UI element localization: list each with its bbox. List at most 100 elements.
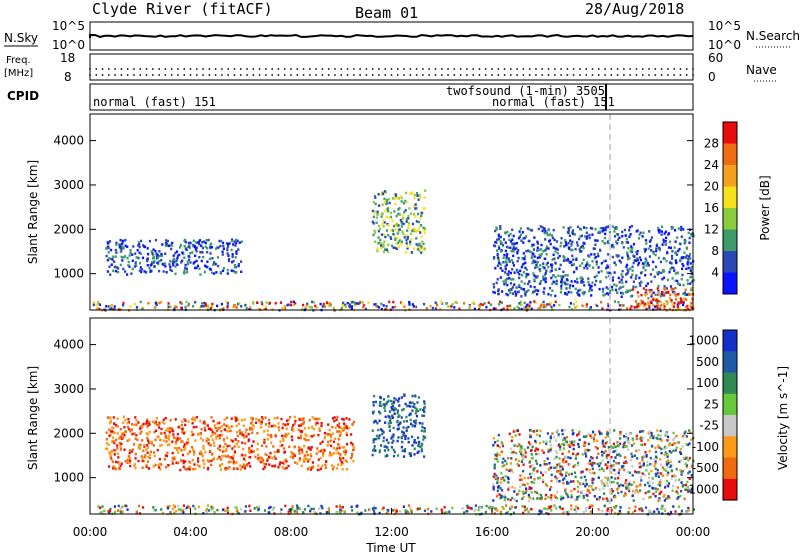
range-cell xyxy=(597,498,600,501)
range-cell xyxy=(203,270,206,274)
nave-dot xyxy=(183,74,186,76)
range-cell xyxy=(382,250,385,254)
range-cell xyxy=(393,412,396,415)
range-cell xyxy=(198,239,202,242)
range-cell xyxy=(263,441,266,444)
range-cell xyxy=(387,395,390,398)
range-cell xyxy=(333,419,336,423)
range-cell xyxy=(241,433,244,437)
ytick-label: 3000 xyxy=(53,178,84,192)
range-cell xyxy=(128,438,131,441)
range-cell xyxy=(134,260,137,264)
colorbar-band xyxy=(723,208,737,230)
range-cell xyxy=(571,429,574,432)
range-cell xyxy=(261,444,264,447)
range-cell xyxy=(674,475,677,478)
range-cell xyxy=(121,247,124,250)
range-cell xyxy=(582,280,585,284)
range-cell xyxy=(285,433,289,437)
range-cell xyxy=(199,433,202,436)
range-cell xyxy=(406,245,409,248)
range-cell xyxy=(583,450,586,453)
range-cell xyxy=(156,435,159,439)
range-cell xyxy=(640,465,643,468)
range-cell xyxy=(512,242,515,246)
range-cell xyxy=(609,289,612,293)
range-cell xyxy=(227,243,230,246)
range-cell xyxy=(116,425,119,428)
range-cell xyxy=(304,457,307,460)
range-cell xyxy=(572,447,575,451)
range-cell xyxy=(607,446,610,449)
range-cell xyxy=(210,508,213,511)
range-cell xyxy=(654,450,658,454)
range-cell xyxy=(445,302,448,305)
range-cell xyxy=(182,445,186,448)
nave-dot xyxy=(528,74,531,76)
range-cell xyxy=(547,265,550,269)
range-cell xyxy=(119,238,122,242)
range-cell xyxy=(397,230,400,233)
range-cell xyxy=(649,238,652,242)
range-cell xyxy=(508,276,511,280)
range-cell xyxy=(171,427,174,430)
range-cell xyxy=(150,440,154,444)
range-cell xyxy=(420,214,423,218)
range-cell xyxy=(658,304,661,308)
range-cell xyxy=(349,456,353,460)
range-cell xyxy=(115,251,118,254)
range-cell xyxy=(392,433,395,436)
range-cell xyxy=(203,426,206,430)
range-cell xyxy=(513,247,517,251)
range-cell xyxy=(671,304,674,307)
range-cell xyxy=(228,456,231,459)
range-cell xyxy=(247,432,250,436)
range-cell xyxy=(535,459,538,463)
range-cell xyxy=(569,440,572,444)
range-cell xyxy=(185,241,188,244)
range-cell xyxy=(538,254,541,257)
range-cell xyxy=(563,428,566,432)
range-cell xyxy=(313,417,316,421)
range-cell xyxy=(420,429,423,432)
range-cell xyxy=(665,461,668,464)
range-cell xyxy=(182,432,185,435)
range-cell xyxy=(210,505,213,509)
range-cell xyxy=(662,494,665,498)
range-cell xyxy=(394,195,397,199)
range-cell xyxy=(173,511,176,515)
range-cell xyxy=(635,251,638,254)
range-cell xyxy=(569,302,572,305)
range-cell xyxy=(389,236,392,239)
range-cell xyxy=(543,231,546,235)
range-cell xyxy=(629,267,632,270)
range-cell xyxy=(397,224,400,227)
range-cell xyxy=(168,431,171,434)
range-cell xyxy=(171,457,174,460)
range-cell xyxy=(132,245,135,248)
range-cell xyxy=(588,289,591,293)
range-cell xyxy=(256,432,259,435)
range-cell xyxy=(610,245,613,248)
range-cell xyxy=(571,231,574,234)
range-cell xyxy=(544,497,547,500)
range-cell xyxy=(106,270,109,273)
range-cell xyxy=(613,495,616,499)
range-cell xyxy=(374,449,377,452)
range-cell xyxy=(610,464,613,467)
range-cell xyxy=(522,241,525,244)
range-cell xyxy=(303,508,306,511)
range-cell xyxy=(171,451,174,455)
range-cell xyxy=(587,442,590,446)
range-cell xyxy=(236,434,239,438)
range-cell xyxy=(387,224,390,227)
range-cell xyxy=(109,507,112,511)
range-cell xyxy=(114,248,117,252)
range-cell xyxy=(186,262,189,266)
range-cell xyxy=(607,287,610,291)
range-cell xyxy=(572,258,575,261)
range-cell xyxy=(600,450,603,454)
range-cell xyxy=(303,427,306,430)
range-cell xyxy=(554,268,557,271)
